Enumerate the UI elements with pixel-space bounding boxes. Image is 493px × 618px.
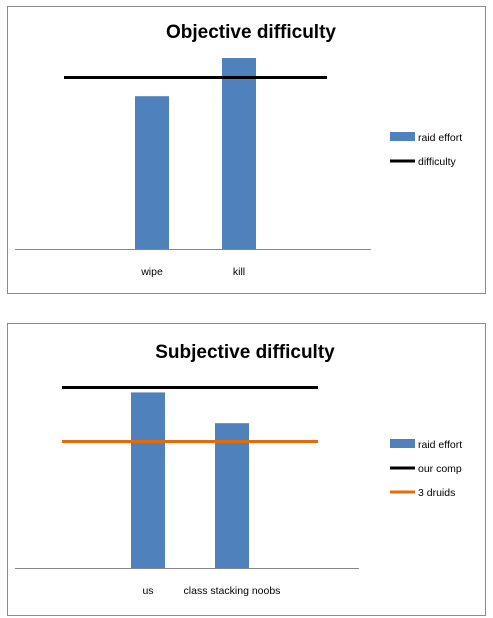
- bar-us: [131, 392, 165, 568]
- chart-title: Subjective difficulty: [155, 342, 335, 363]
- bar-wipe: [135, 96, 169, 249]
- bar-kill: [222, 58, 256, 249]
- chart-title: Objective difficulty: [166, 22, 336, 43]
- subjective-difficulty-chart: Subjective difficulty raid effort our comp…: [7, 323, 486, 616]
- legend-label: raid effort: [418, 439, 462, 451]
- bar-class-stacking-noobs: [215, 423, 249, 568]
- legend-label: difficulty: [418, 156, 456, 168]
- legend-label: our comp: [418, 463, 462, 475]
- x-tick-label: kill: [233, 266, 245, 278]
- legend-label: 3 druids: [418, 487, 455, 499]
- legend-swatch-bar: [390, 439, 415, 448]
- subjective-difficulty-plot: Subjective difficulty raid effort our comp…: [15, 342, 462, 597]
- legend-label: raid effort: [418, 132, 462, 144]
- x-tick-label: us: [142, 585, 153, 597]
- objective-difficulty-plot: Objective difficulty raid effort difficult…: [15, 22, 462, 278]
- x-tick-label: wipe: [140, 266, 163, 278]
- x-tick-label: class stacking noobs: [184, 585, 281, 597]
- legend-swatch-bar: [390, 132, 415, 141]
- objective-difficulty-chart: Objective difficulty raid effort difficult…: [7, 6, 486, 294]
